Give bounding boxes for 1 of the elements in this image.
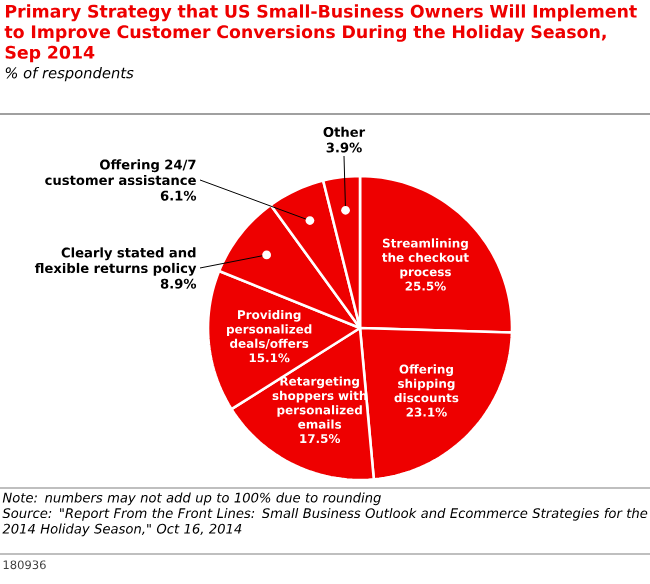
chart-title: Primary Strategy that US Small-Business Owners Will Implement to Improve Customer Conversions During the Holiday Season, Sep 2014 (4, 4, 637, 63)
